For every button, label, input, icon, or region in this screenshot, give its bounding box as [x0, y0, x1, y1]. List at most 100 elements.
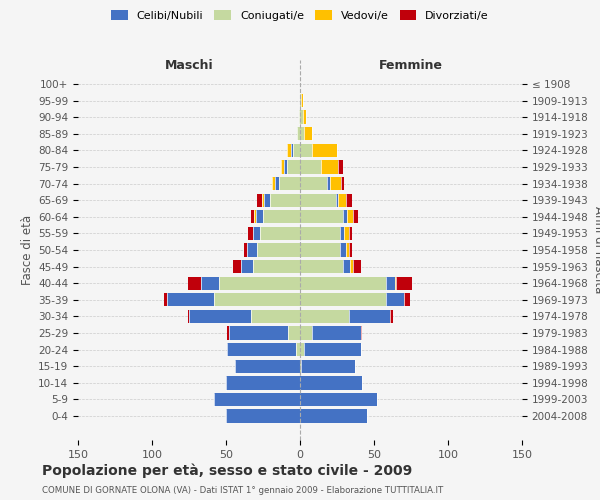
Bar: [218, 276, 300, 290]
Bar: [301, 94, 303, 107]
Bar: [343, 210, 347, 224]
Bar: [338, 194, 346, 207]
Bar: [247, 244, 257, 256]
Bar: [300, 393, 377, 406]
Bar: [263, 210, 300, 224]
Bar: [304, 127, 312, 140]
Text: Popolazione per età, sesso e stato civile - 2009: Popolazione per età, sesso e stato civil…: [42, 463, 412, 477]
Bar: [396, 276, 412, 290]
Bar: [188, 310, 189, 323]
Bar: [271, 194, 300, 207]
Bar: [301, 360, 355, 373]
Bar: [300, 110, 303, 124]
Bar: [288, 326, 300, 340]
Bar: [343, 260, 350, 274]
Bar: [303, 110, 306, 124]
Bar: [300, 144, 312, 157]
Bar: [189, 310, 251, 323]
Bar: [300, 260, 343, 274]
Bar: [253, 226, 260, 240]
Bar: [404, 293, 410, 306]
Bar: [350, 260, 353, 274]
Bar: [262, 194, 265, 207]
Bar: [229, 326, 288, 340]
Bar: [214, 393, 300, 406]
Bar: [300, 226, 340, 240]
Bar: [395, 276, 396, 290]
Bar: [346, 244, 349, 256]
Bar: [256, 210, 263, 224]
Text: COMUNE DI GORNATE OLONA (VA) - Dati ISTAT 1° gennaio 2009 - Elaborazione TUTTITA: COMUNE DI GORNATE OLONA (VA) - Dati ISTA…: [42, 486, 443, 495]
Bar: [300, 293, 386, 306]
Bar: [300, 376, 362, 390]
Bar: [347, 210, 353, 224]
Bar: [281, 160, 284, 173]
Bar: [353, 210, 358, 224]
Bar: [353, 260, 361, 274]
Bar: [226, 410, 300, 422]
Bar: [241, 260, 253, 274]
Bar: [214, 293, 300, 306]
Bar: [300, 310, 349, 323]
Bar: [254, 210, 256, 224]
Bar: [300, 210, 343, 224]
Bar: [201, 276, 218, 290]
Bar: [287, 160, 300, 173]
Bar: [257, 194, 262, 207]
Bar: [300, 194, 335, 207]
Y-axis label: Fasce di età: Fasce di età: [21, 215, 34, 285]
Bar: [340, 244, 346, 256]
Text: Femmine: Femmine: [379, 60, 443, 72]
Bar: [265, 194, 271, 207]
Legend: Celibi/Nubili, Coniugati/e, Vedovi/e, Divorziati/e: Celibi/Nubili, Coniugati/e, Vedovi/e, Di…: [107, 6, 493, 25]
Bar: [344, 226, 349, 240]
Bar: [326, 177, 329, 190]
Bar: [300, 326, 312, 340]
Bar: [279, 177, 300, 190]
Bar: [386, 276, 395, 290]
Bar: [338, 160, 343, 173]
Bar: [300, 276, 386, 290]
Text: Maschi: Maschi: [164, 60, 214, 72]
Bar: [257, 244, 300, 256]
Bar: [300, 410, 367, 422]
Bar: [300, 160, 321, 173]
Bar: [248, 226, 253, 240]
Bar: [329, 177, 341, 190]
Bar: [349, 310, 390, 323]
Bar: [227, 343, 296, 356]
Bar: [293, 144, 300, 157]
Bar: [287, 144, 291, 157]
Bar: [300, 177, 326, 190]
Bar: [297, 127, 300, 140]
Bar: [299, 110, 300, 124]
Bar: [386, 293, 404, 306]
Bar: [312, 144, 337, 157]
Bar: [361, 326, 362, 340]
Bar: [390, 310, 393, 323]
Y-axis label: Anni di nascita: Anni di nascita: [592, 206, 600, 294]
Bar: [253, 260, 300, 274]
Bar: [251, 210, 254, 224]
Bar: [291, 144, 293, 157]
Bar: [226, 376, 300, 390]
Bar: [188, 276, 201, 290]
Bar: [164, 293, 167, 306]
Bar: [227, 326, 229, 340]
Bar: [300, 94, 301, 107]
Bar: [349, 244, 352, 256]
Bar: [296, 343, 300, 356]
Bar: [251, 310, 300, 323]
Bar: [244, 244, 247, 256]
Bar: [304, 343, 361, 356]
Bar: [275, 177, 279, 190]
Bar: [260, 226, 300, 240]
Bar: [167, 293, 214, 306]
Bar: [300, 244, 340, 256]
Bar: [233, 260, 241, 274]
Bar: [335, 194, 338, 207]
Bar: [300, 343, 304, 356]
Bar: [300, 360, 301, 373]
Bar: [300, 127, 304, 140]
Bar: [346, 194, 352, 207]
